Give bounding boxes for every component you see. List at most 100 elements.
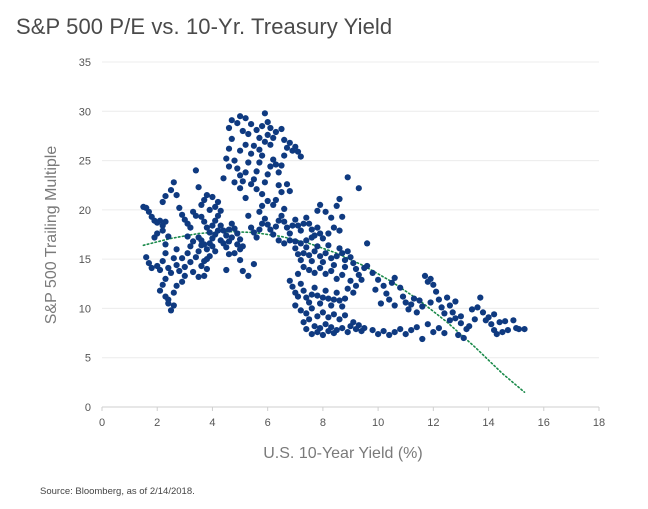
data-point xyxy=(231,225,238,232)
x-tick-label: 10 xyxy=(372,417,384,429)
data-point xyxy=(303,244,310,251)
data-point xyxy=(372,286,379,293)
data-point xyxy=(430,281,437,288)
data-point xyxy=(176,204,183,211)
data-point xyxy=(339,271,346,278)
data-point xyxy=(297,307,304,314)
data-point xyxy=(245,130,252,138)
data-point xyxy=(261,110,268,117)
data-point xyxy=(477,294,484,301)
data-point xyxy=(187,243,194,250)
data-point xyxy=(292,245,299,252)
data-point xyxy=(325,295,332,302)
data-point xyxy=(264,131,271,138)
data-point xyxy=(427,275,434,282)
data-point xyxy=(267,124,274,132)
data-point xyxy=(325,314,332,321)
data-point xyxy=(306,316,313,323)
data-point xyxy=(397,326,404,333)
data-point xyxy=(242,169,249,176)
data-point xyxy=(460,334,467,342)
data-point xyxy=(491,311,498,318)
data-point xyxy=(242,194,249,202)
data-point xyxy=(206,229,213,236)
data-point xyxy=(300,250,307,257)
data-point xyxy=(328,267,335,275)
data-point xyxy=(314,313,321,320)
data-point xyxy=(209,243,216,250)
data-point xyxy=(203,265,210,273)
data-point xyxy=(270,156,277,163)
data-point xyxy=(319,259,326,266)
data-point xyxy=(322,208,329,215)
data-point xyxy=(355,271,362,278)
data-point xyxy=(201,272,208,279)
data-point xyxy=(214,227,222,234)
data-point xyxy=(286,230,293,237)
data-point xyxy=(306,220,313,227)
data-point xyxy=(162,275,169,282)
data-point xyxy=(303,310,310,317)
data-point xyxy=(245,212,252,219)
data-point xyxy=(237,257,244,264)
data-point xyxy=(176,267,183,275)
data-point xyxy=(435,325,442,332)
data-point xyxy=(314,329,321,336)
data-point xyxy=(355,185,362,192)
data-point xyxy=(330,311,337,318)
data-point xyxy=(410,295,418,302)
data-point xyxy=(438,304,445,311)
data-point xyxy=(225,226,233,233)
data-point xyxy=(237,246,244,253)
gridlines xyxy=(101,61,600,411)
data-point xyxy=(242,115,249,122)
data-point xyxy=(267,163,274,170)
data-point xyxy=(297,240,304,247)
source-note: Source: Bloomberg, as of 2/14/2018. xyxy=(40,486,195,497)
data-point xyxy=(231,179,238,186)
data-point xyxy=(248,181,255,188)
data-point xyxy=(333,275,340,282)
data-point xyxy=(179,255,186,262)
data-point xyxy=(167,269,175,276)
data-point xyxy=(256,159,263,166)
data-point xyxy=(344,248,351,255)
data-point xyxy=(283,181,291,188)
data-point xyxy=(250,229,257,236)
data-point xyxy=(457,320,464,327)
data-point xyxy=(317,300,324,307)
data-point xyxy=(344,174,351,181)
data-point xyxy=(336,227,343,234)
data-point xyxy=(272,223,279,230)
data-point xyxy=(314,224,321,231)
data-point xyxy=(391,302,398,309)
data-point xyxy=(228,135,235,142)
data-point xyxy=(225,163,233,170)
data-point xyxy=(496,319,503,326)
data-point xyxy=(435,296,442,303)
data-point xyxy=(234,120,241,127)
data-point xyxy=(364,240,371,247)
data-point xyxy=(319,235,326,242)
data-point xyxy=(275,169,282,176)
data-point xyxy=(300,220,307,227)
y-tick-label: 30 xyxy=(79,106,91,118)
data-point xyxy=(289,222,296,229)
data-point xyxy=(521,326,528,333)
data-point xyxy=(270,231,277,238)
data-point xyxy=(173,282,180,289)
y-tick-label: 35 xyxy=(79,57,91,69)
data-point xyxy=(294,293,302,300)
data-point xyxy=(308,258,315,265)
data-point xyxy=(234,230,241,237)
data-point xyxy=(278,189,285,196)
data-point xyxy=(377,300,384,307)
data-point xyxy=(391,274,398,281)
data-point xyxy=(259,191,266,198)
data-point xyxy=(339,303,346,310)
chart-title: S&P 500 P/E vs. 10-Yr. Treasury Yield xyxy=(16,14,393,39)
data-point xyxy=(433,288,440,295)
data-point xyxy=(341,263,349,271)
data-point xyxy=(148,264,155,272)
y-axis-title: S&P 500 Trailing Multiple xyxy=(43,146,60,325)
